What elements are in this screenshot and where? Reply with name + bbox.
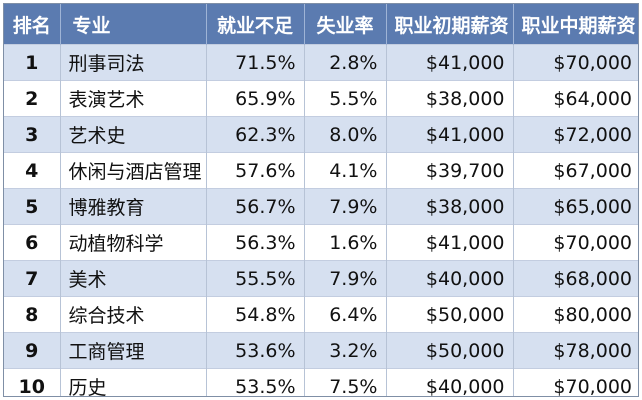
cell-mid-salary: $68,000 <box>513 260 638 297</box>
table-row: 5 博雅教育 56.7% 7.9% $38,000 $65,000 <box>4 188 638 225</box>
cell-underemployed: 53.5% <box>206 368 305 396</box>
cell-rank: 1 <box>4 44 61 81</box>
cell-underemployed: 53.6% <box>206 332 305 369</box>
cell-mid-salary: $70,000 <box>513 368 638 396</box>
cell-mid-salary: $65,000 <box>513 188 638 225</box>
cell-underemployed: 54.8% <box>206 296 305 333</box>
table-row: 1 刑事司法 71.5% 2.8% $41,000 $70,000 <box>4 44 638 81</box>
cell-unemployment: 8.0% <box>304 116 387 153</box>
table-header-row: 排名 专业 就业不足 失业率 职业初期薪资 职业中期薪资 <box>4 4 638 45</box>
table-row: 8 综合技术 54.8% 6.4% $50,000 $80,000 <box>4 296 638 333</box>
header-major: 专业 <box>60 4 207 45</box>
cell-rank: 3 <box>4 116 61 153</box>
cell-major: 刑事司法 <box>60 44 207 81</box>
cell-underemployed: 62.3% <box>206 116 305 153</box>
header-rank: 排名 <box>4 4 61 45</box>
table-row: 4 休闲与酒店管理 57.6% 4.1% $39,700 $67,000 <box>4 152 638 189</box>
cell-early-salary: $38,000 <box>386 80 514 117</box>
cell-unemployment: 7.9% <box>304 188 387 225</box>
cell-unemployment: 6.4% <box>304 296 387 333</box>
cell-rank: 10 <box>4 368 61 396</box>
cell-rank: 6 <box>4 224 61 261</box>
table-row: 2 表演艺术 65.9% 5.5% $38,000 $64,000 <box>4 80 638 117</box>
cell-mid-salary: $70,000 <box>513 224 638 261</box>
cell-mid-salary: $72,000 <box>513 116 638 153</box>
cell-early-salary: $40,000 <box>386 368 514 396</box>
cell-major: 美术 <box>60 260 207 297</box>
cell-major: 艺术史 <box>60 116 207 153</box>
table-row: 3 艺术史 62.3% 8.0% $41,000 $72,000 <box>4 116 638 153</box>
cell-unemployment: 1.6% <box>304 224 387 261</box>
cell-unemployment: 3.2% <box>304 332 387 369</box>
cell-underemployed: 71.5% <box>206 44 305 81</box>
cell-mid-salary: $70,000 <box>513 44 638 81</box>
cell-major: 历史 <box>60 368 207 396</box>
cell-mid-salary: $67,000 <box>513 152 638 189</box>
cell-early-salary: $50,000 <box>386 296 514 333</box>
cell-early-salary: $41,000 <box>386 116 514 153</box>
header-mid-salary: 职业中期薪资 <box>513 4 638 45</box>
cell-early-salary: $39,700 <box>386 152 514 189</box>
table-row: 7 美术 55.5% 7.9% $40,000 $68,000 <box>4 260 638 297</box>
cell-rank: 5 <box>4 188 61 225</box>
cell-major: 综合技术 <box>60 296 207 333</box>
table-row: 10 历史 53.5% 7.5% $40,000 $70,000 <box>4 368 638 396</box>
cell-unemployment: 4.1% <box>304 152 387 189</box>
header-underemployed: 就业不足 <box>206 4 305 45</box>
header-early-salary: 职业初期薪资 <box>386 4 514 45</box>
cell-major: 博雅教育 <box>60 188 207 225</box>
cell-early-salary: $50,000 <box>386 332 514 369</box>
table-row: 9 工商管理 53.6% 3.2% $50,000 $78,000 <box>4 332 638 369</box>
major-rankings-table: 排名 专业 就业不足 失业率 职业初期薪资 职业中期薪资 1 刑事司法 71.5… <box>4 4 638 396</box>
cell-rank: 4 <box>4 152 61 189</box>
cell-unemployment: 5.5% <box>304 80 387 117</box>
cell-rank: 7 <box>4 260 61 297</box>
cell-underemployed: 65.9% <box>206 80 305 117</box>
cell-major: 表演艺术 <box>60 80 207 117</box>
cell-underemployed: 57.6% <box>206 152 305 189</box>
cell-rank: 8 <box>4 296 61 333</box>
cell-mid-salary: $80,000 <box>513 296 638 333</box>
cell-early-salary: $41,000 <box>386 44 514 81</box>
cell-unemployment: 2.8% <box>304 44 387 81</box>
cell-unemployment: 7.9% <box>304 260 387 297</box>
cell-unemployment: 7.5% <box>304 368 387 396</box>
cell-mid-salary: $78,000 <box>513 332 638 369</box>
cell-underemployed: 56.7% <box>206 188 305 225</box>
cell-rank: 9 <box>4 332 61 369</box>
table-row: 6 动植物科学 56.3% 1.6% $41,000 $70,000 <box>4 224 638 261</box>
cell-early-salary: $38,000 <box>386 188 514 225</box>
cell-major: 工商管理 <box>60 332 207 369</box>
cell-major: 休闲与酒店管理 <box>60 152 207 189</box>
cell-early-salary: $41,000 <box>386 224 514 261</box>
cell-early-salary: $40,000 <box>386 260 514 297</box>
cell-underemployed: 55.5% <box>206 260 305 297</box>
cell-mid-salary: $64,000 <box>513 80 638 117</box>
cell-major: 动植物科学 <box>60 224 207 261</box>
rankings-table-container: 排名 专业 就业不足 失业率 职业初期薪资 职业中期薪资 1 刑事司法 71.5… <box>3 3 639 397</box>
header-unemployment: 失业率 <box>304 4 387 45</box>
cell-underemployed: 56.3% <box>206 224 305 261</box>
cell-rank: 2 <box>4 80 61 117</box>
